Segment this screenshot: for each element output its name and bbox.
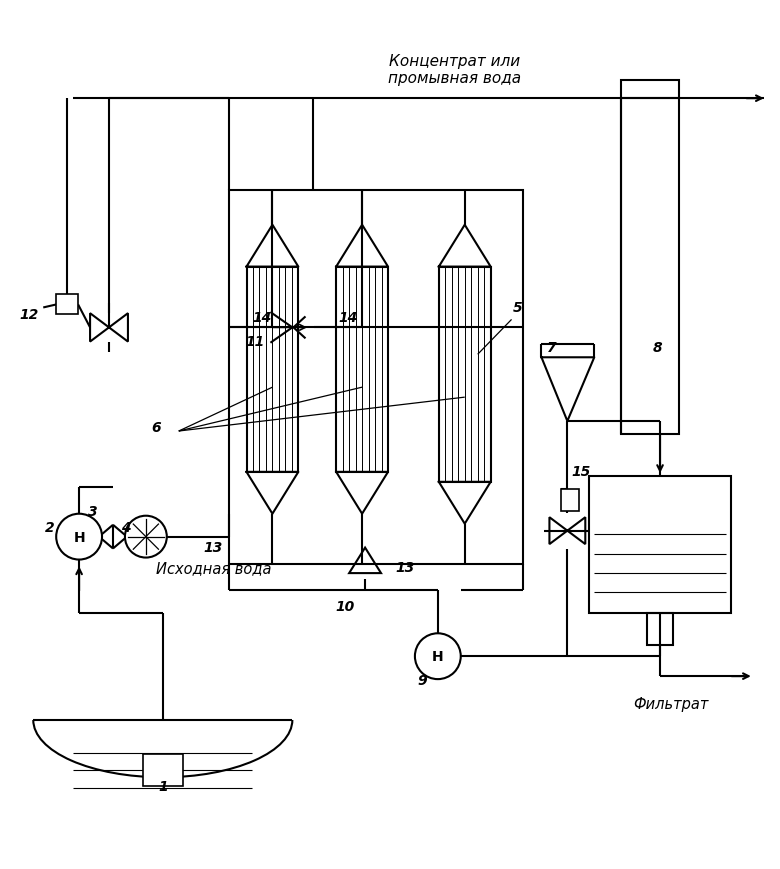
Circle shape [125, 516, 167, 558]
Polygon shape [439, 225, 491, 268]
Polygon shape [336, 225, 388, 268]
Text: 6: 6 [151, 421, 161, 434]
Text: Концентрат или
промывная вода: Концентрат или промывная вода [388, 54, 521, 86]
Text: 14: 14 [339, 311, 358, 325]
Circle shape [415, 634, 461, 680]
Text: 14: 14 [253, 311, 272, 325]
Text: Н: Н [432, 649, 444, 663]
Text: 5: 5 [512, 301, 523, 315]
Bar [246, 268, 298, 473]
Bar [336, 268, 388, 473]
Text: 9: 9 [417, 673, 427, 687]
Text: Н: Н [73, 530, 85, 544]
Polygon shape [541, 358, 594, 421]
Text: 12: 12 [20, 308, 39, 322]
Polygon shape [246, 225, 298, 268]
Text: 4: 4 [121, 520, 131, 534]
Bar [621, 81, 679, 435]
Text: 13: 13 [203, 540, 222, 554]
Text: 11: 11 [246, 335, 265, 349]
Bar [647, 614, 673, 646]
Text: 15: 15 [572, 464, 591, 478]
Text: 8: 8 [652, 341, 662, 355]
Text: Исходная вода: Исходная вода [156, 561, 271, 576]
Bar [229, 190, 523, 564]
Circle shape [56, 514, 102, 560]
Text: 13: 13 [395, 560, 415, 574]
Bar [562, 489, 580, 511]
Polygon shape [336, 473, 388, 514]
Bar [589, 476, 731, 614]
Text: Фильтрат: Фильтрат [633, 696, 709, 711]
Text: 10: 10 [335, 600, 355, 614]
Polygon shape [439, 482, 491, 524]
Text: 1: 1 [158, 779, 168, 793]
Text: 3: 3 [88, 504, 98, 518]
Polygon shape [246, 473, 298, 514]
Bar [439, 268, 491, 482]
Text: 7: 7 [547, 341, 556, 355]
Bar [143, 754, 183, 786]
Bar [56, 295, 78, 315]
Text: 2: 2 [44, 520, 54, 534]
